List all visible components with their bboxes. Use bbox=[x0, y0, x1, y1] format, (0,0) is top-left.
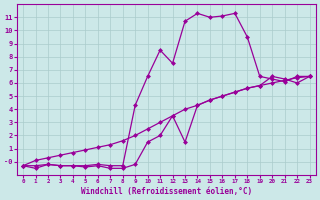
X-axis label: Windchill (Refroidissement éolien,°C): Windchill (Refroidissement éolien,°C) bbox=[81, 187, 252, 196]
